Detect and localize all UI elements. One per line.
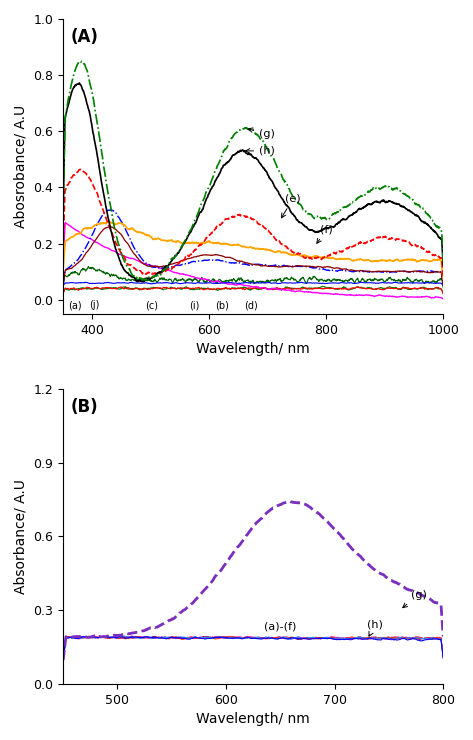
Text: (g): (g): [248, 128, 275, 139]
Text: (h): (h): [245, 146, 275, 155]
Y-axis label: Absorbance/ A.U: Absorbance/ A.U: [14, 479, 28, 593]
X-axis label: Wavelength/ nm: Wavelength/ nm: [196, 712, 310, 726]
X-axis label: Wavelength/ nm: Wavelength/ nm: [196, 342, 310, 356]
Text: (j): (j): [89, 300, 100, 310]
Y-axis label: Abosrobance/ A.U: Abosrobance/ A.U: [14, 105, 28, 228]
Text: (b): (b): [215, 300, 229, 310]
Text: (g): (g): [403, 590, 427, 608]
Text: (A): (A): [71, 27, 99, 46]
Text: (e): (e): [281, 193, 301, 218]
Text: (c): (c): [145, 300, 158, 310]
Text: (a): (a): [68, 300, 81, 310]
Text: (h): (h): [367, 619, 383, 636]
Text: (B): (B): [71, 397, 98, 416]
Text: (d): (d): [245, 300, 258, 310]
Text: (a)-(f): (a)-(f): [264, 622, 297, 632]
Text: (i): (i): [189, 300, 199, 310]
Text: (f): (f): [317, 224, 333, 243]
